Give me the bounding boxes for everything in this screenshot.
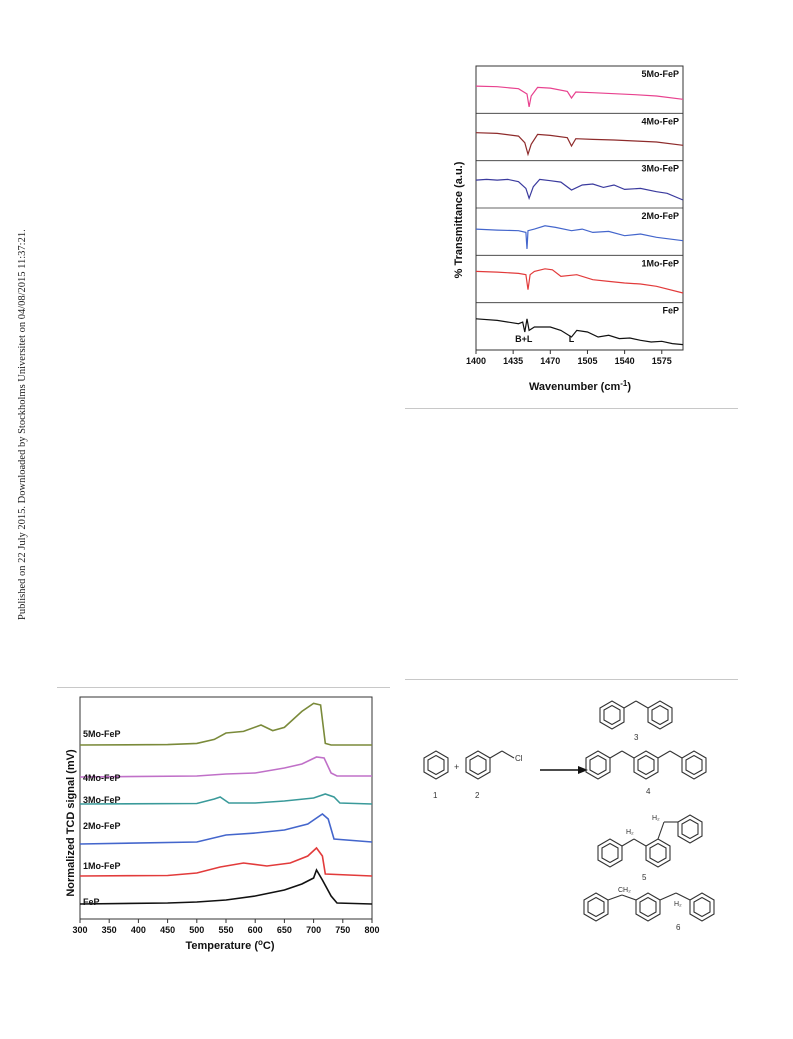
- tcd-x-tick-label: 550: [218, 925, 233, 935]
- tcd-series-label: FeP: [83, 897, 100, 907]
- ir-transmittance-chart: 5Mo-FeP 4Mo-FeP 3Mo-FeP 2Mo-FeP 1Mo-FeP FeP B+…: [453, 65, 684, 394]
- divider-bottom-right: [405, 679, 738, 680]
- tcd-signal-chart: 5Mo-FeP 4Mo-FeP 3Mo-FeP 2Mo-FeP 1Mo-FeP FeP 30…: [65, 696, 380, 953]
- ir-x-tick-label: 1540: [615, 356, 635, 366]
- tcd-x-tick-label: 400: [131, 925, 146, 935]
- tcd-series-line: [79, 793, 373, 805]
- tcd-y-axis-label: Normalized TCD signal (mV): [65, 749, 77, 897]
- diphenylmethane-molecule-3: [599, 700, 673, 730]
- tcd-series-line: [79, 756, 372, 778]
- ir-series-label: 3Mo-FeP: [641, 164, 679, 174]
- compound-number-3: 3: [634, 733, 639, 742]
- tcd-series-label: 4Mo-FeP: [83, 773, 121, 783]
- methylene-label-5b: H₂: [652, 815, 660, 822]
- compound-number-6: 6: [676, 923, 681, 932]
- tcd-series-label: 2Mo-FeP: [83, 821, 121, 831]
- compound-number-2: 2: [475, 791, 480, 800]
- tcd-x-tick-label: 450: [160, 925, 175, 935]
- methylene-label-5a: H₂: [626, 829, 634, 836]
- ir-annotation: B+L: [515, 334, 533, 344]
- tcd-x-tick-label: 600: [248, 925, 263, 935]
- ir-series-line: [475, 268, 684, 294]
- ir-series-label: 1Mo-FeP: [641, 258, 679, 268]
- reaction-scheme: 1 + Cl 2 3 4: [423, 700, 715, 932]
- benzyl-chloride-molecule-2: [465, 750, 515, 780]
- ir-x-tick-label: 1435: [503, 356, 523, 366]
- ir-y-axis-label: % Transmittance (a.u.): [453, 161, 465, 278]
- tcd-series-line: [79, 868, 373, 905]
- tcd-x-tick-label: 500: [189, 925, 204, 935]
- ir-x-tick-label: 1400: [466, 356, 486, 366]
- ir-series-label: 2Mo-FeP: [641, 211, 679, 221]
- ir-annotation: L: [569, 334, 575, 344]
- tcd-series-label: 3Mo-FeP: [83, 795, 121, 805]
- tcd-series-label: 1Mo-FeP: [83, 861, 121, 871]
- compound-number-5: 5: [642, 873, 647, 882]
- divider-top-right: [405, 408, 738, 409]
- ir-x-tick-label: 1505: [577, 356, 597, 366]
- divider-left: [57, 687, 390, 688]
- benzene-molecule-1: [423, 750, 449, 780]
- compound-number-4: 4: [646, 787, 651, 796]
- ir-x-tick-label: 1575: [652, 356, 672, 366]
- tcd-series-label: 5Mo-FeP: [83, 729, 121, 739]
- ir-series-label: 4Mo-FeP: [641, 116, 679, 126]
- tcd-series-line: [79, 846, 373, 877]
- ortho-dibenzylbenzene-molecule-5: [597, 814, 703, 868]
- tcd-plot-area: 5Mo-FeP 4Mo-FeP 3Mo-FeP 2Mo-FeP 1Mo-FeP FeP 30…: [72, 696, 380, 935]
- reaction-arrow-icon: [540, 766, 588, 774]
- ir-panels: 5Mo-FeP 4Mo-FeP 3Mo-FeP 2Mo-FeP 1Mo-FeP FeP B+…: [475, 65, 684, 351]
- ir-x-axis-label: Wavenumber (cm-1): [529, 379, 631, 394]
- ir-series-line: [475, 132, 684, 157]
- tcd-x-tick-label: 700: [306, 925, 321, 935]
- tcd-series-line: [79, 702, 372, 746]
- tcd-frame: [79, 696, 373, 920]
- ir-series-label: 5Mo-FeP: [641, 69, 679, 79]
- ir-series-line: [475, 225, 684, 249]
- methylene-label-6b: H₂: [674, 901, 682, 908]
- ir-series-label: FeP: [662, 306, 679, 316]
- ir-x-axis: 1400 1435 1470 1505 1540 1575: [466, 350, 672, 366]
- ir-series-line: [475, 178, 684, 201]
- chlorine-label: Cl: [515, 754, 523, 763]
- methylene-label-6a: CH₂: [618, 887, 631, 894]
- tcd-x-tick-label: 650: [277, 925, 292, 935]
- compound-number-1: 1: [433, 791, 438, 800]
- watermark-text: Published on 22 July 2015. Downloaded by…: [17, 229, 28, 620]
- tcd-x-tick-label: 800: [364, 925, 379, 935]
- tcd-x-tick-label: 750: [335, 925, 350, 935]
- tcd-x-axis-label: Temperature (oC): [185, 938, 274, 953]
- para-dibenzylbenzene-molecule-6: [583, 892, 715, 922]
- ir-series-line: [475, 85, 684, 108]
- ir-series-line: [475, 318, 684, 346]
- tcd-x-tick-label: 300: [72, 925, 87, 935]
- plus-sign: +: [454, 762, 459, 772]
- tcd-x-tick-label: 350: [102, 925, 117, 935]
- tcd-series-line: [79, 812, 373, 845]
- ir-x-tick-label: 1470: [540, 356, 560, 366]
- dibenzylbenzene-molecule-4: [585, 750, 707, 780]
